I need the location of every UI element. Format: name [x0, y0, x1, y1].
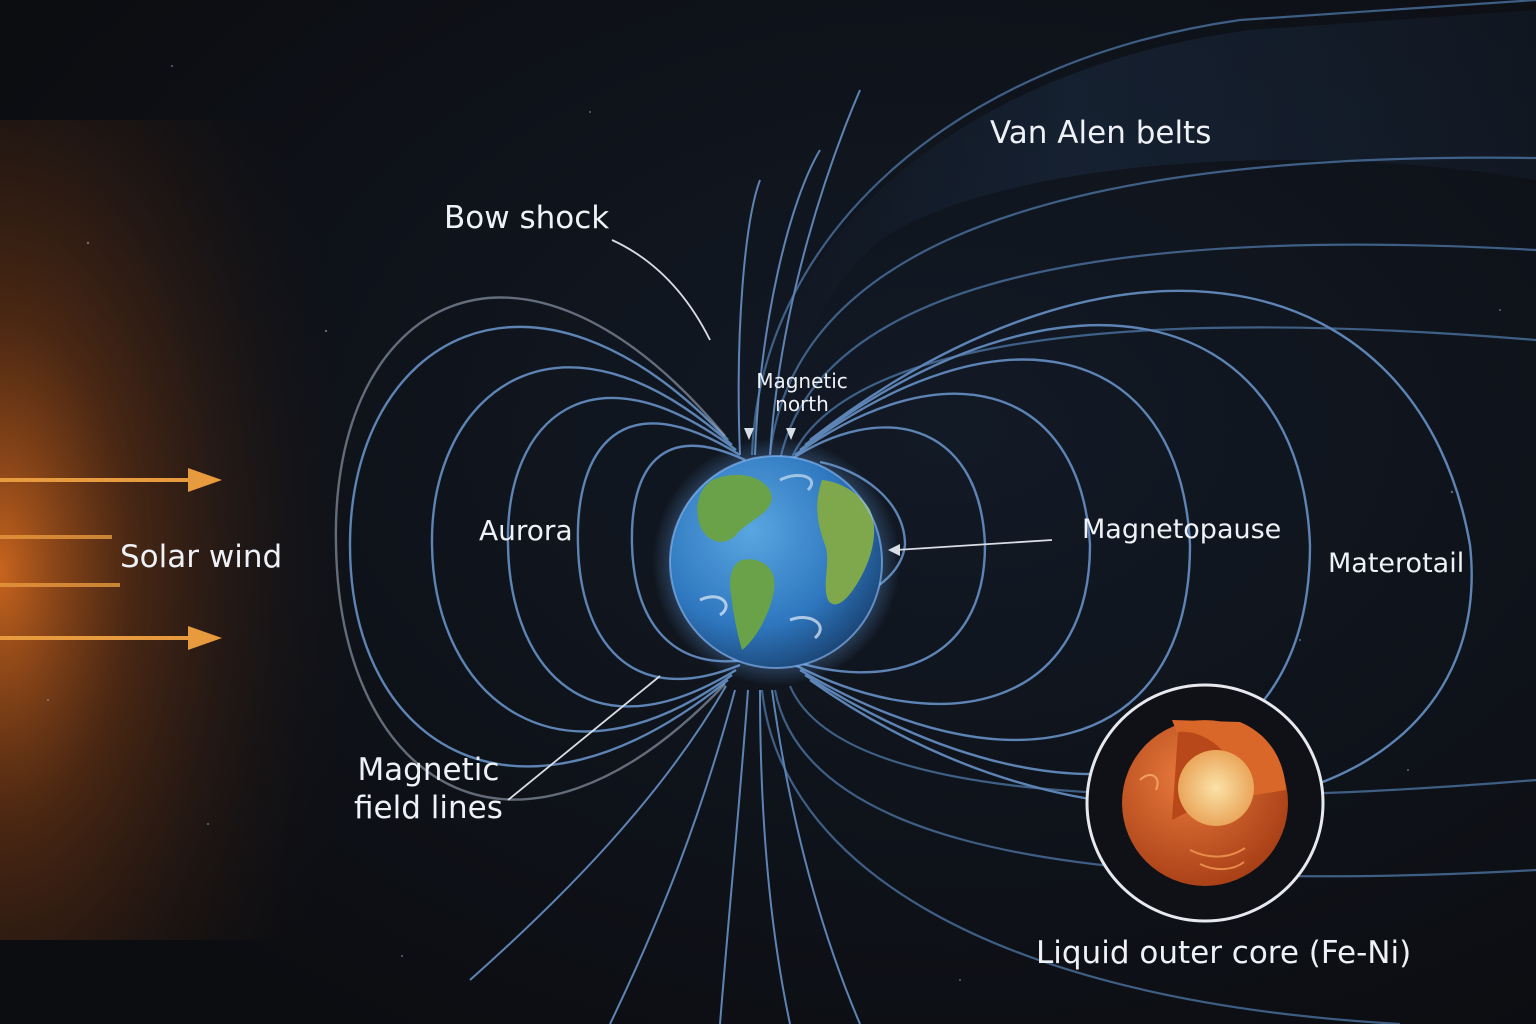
outer-core-label: Liquid outer core (Fe-Ni): [1036, 935, 1412, 971]
magnetotail-lines: [750, 0, 1536, 1024]
solar-wind-label: Solar wind: [120, 539, 283, 575]
magnetic-north-marker-left: [744, 428, 754, 440]
magnetopause-pointer: [895, 539, 1053, 551]
magnetic-north-label-line2: north: [775, 392, 829, 416]
dipole-field-lines-left: [334, 296, 746, 801]
field-lines-pointer: [507, 675, 661, 801]
magnetopause-label: Magnetopause: [1082, 514, 1282, 545]
magnetic-north-label: Magnetic north: [740, 370, 864, 416]
magnetotail-label: Materotail: [1328, 548, 1465, 579]
pointer-arrow-icon: [888, 544, 900, 556]
bow-shock-label: Bow shock: [444, 200, 610, 236]
field-lines-label-line1: Magnetic: [357, 752, 500, 788]
solar-wind-arrow-icon: [188, 468, 222, 492]
pointer-lines: [507, 239, 1053, 801]
aurora-label: Aurora: [479, 514, 573, 547]
magnetic-north-label-line1: Magnetic: [756, 369, 848, 393]
van-allen-belts-label: Van Alen belts: [990, 115, 1212, 151]
core-cutaway-icon: [1085, 683, 1325, 923]
field-lines-label-line2: field lines: [354, 789, 503, 826]
earth-globe-icon: [652, 438, 900, 686]
magnetic-field-lines-label: Magnetic field lines: [354, 752, 503, 828]
polar-field-lines: [469, 89, 861, 1024]
solar-wind-arrow-icon: [188, 626, 222, 650]
van-allen-belt-region: [760, 10, 1536, 440]
stars: [47, 65, 1501, 981]
bow-shock-pointer: [611, 239, 711, 341]
solar-wind-arrows: [0, 468, 222, 650]
magnetic-north-marker-right: [786, 428, 796, 440]
